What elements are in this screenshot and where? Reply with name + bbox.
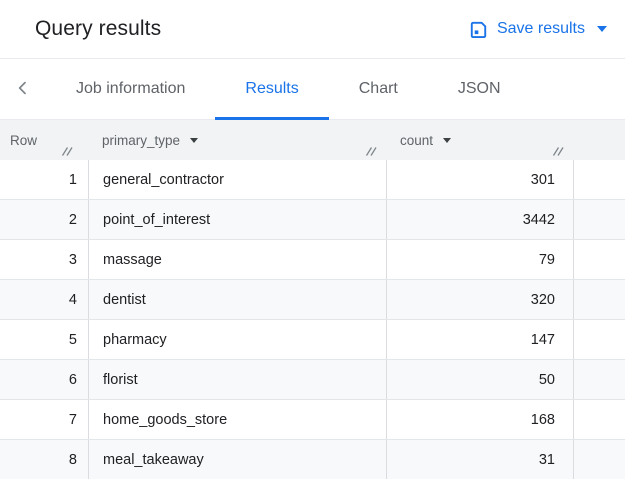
tab-results[interactable]: Results <box>215 59 330 120</box>
count-cell: 79 <box>386 240 573 279</box>
column-resize-handle[interactable] <box>61 146 74 157</box>
count-cell: 301 <box>386 160 573 199</box>
table-row: 8 meal_takeaway 31 <box>0 440 625 479</box>
row-number-cell: 2 <box>68 211 77 228</box>
row-number-cell: 5 <box>68 331 77 348</box>
column-header-filler <box>573 120 625 160</box>
table-row: 5 pharmacy 147 <box>0 320 625 360</box>
row-number-cell: 6 <box>68 371 77 388</box>
filler-cell <box>573 400 625 439</box>
table-row: 2 point_of_interest 3442 <box>0 200 625 240</box>
count-cell: 50 <box>386 360 573 399</box>
primary-type-cell: pharmacy <box>88 320 386 359</box>
tab-label: JSON <box>457 80 501 97</box>
column-label: Row <box>10 132 38 148</box>
column-header-primary-type[interactable]: primary_type <box>88 120 386 160</box>
primary-type-cell: point_of_interest <box>88 200 386 239</box>
tab-job-information[interactable]: Job information <box>46 59 215 119</box>
column-label: count <box>400 132 434 148</box>
save-results-label: Save results <box>496 20 585 37</box>
count-cell: 3442 <box>386 200 573 239</box>
chevron-left-icon <box>15 80 31 99</box>
tab-chart[interactable]: Chart <box>329 59 428 119</box>
count-cell: 320 <box>386 280 573 319</box>
row-number-cell: 4 <box>68 291 77 308</box>
query-results-header: Query results Save results <box>0 0 625 58</box>
filler-cell <box>573 320 625 359</box>
row-number-cell: 8 <box>68 451 77 468</box>
filler-cell <box>573 160 625 199</box>
table-row: 6 florist 50 <box>0 360 625 400</box>
tab-label: Job information <box>76 80 186 97</box>
column-header-count[interactable]: count <box>386 120 573 160</box>
primary-type-cell: florist <box>88 360 386 399</box>
column-dropdown-caret-icon[interactable] <box>190 137 199 143</box>
primary-type-cell: general_contractor <box>88 160 386 199</box>
table-row: 1 general_contractor 301 <box>0 160 625 200</box>
primary-type-cell: massage <box>88 240 386 279</box>
count-cell: 147 <box>386 320 573 359</box>
page-title: Query results <box>35 17 162 40</box>
save-results-button[interactable]: Save results <box>467 16 609 43</box>
column-header-row: Row <box>0 120 88 160</box>
column-dropdown-caret-icon[interactable] <box>443 137 452 143</box>
column-label: primary_type <box>102 132 181 148</box>
filler-cell <box>573 440 625 479</box>
primary-type-cell: dentist <box>88 280 386 319</box>
save-dropdown-caret-icon <box>597 26 607 32</box>
column-resize-handle[interactable] <box>552 146 565 157</box>
count-cell: 31 <box>386 440 573 479</box>
save-icon <box>469 20 488 39</box>
tab-json[interactable]: JSON <box>428 59 531 119</box>
row-number-cell: 7 <box>68 411 77 428</box>
results-table-body: 1 general_contractor 301 2 point_of_inte… <box>0 160 625 479</box>
table-row: 3 massage 79 <box>0 240 625 280</box>
filler-cell <box>573 360 625 399</box>
back-button[interactable] <box>0 59 46 119</box>
tab-label: Chart <box>358 80 398 97</box>
count-cell: 168 <box>386 400 573 439</box>
table-row: 7 home_goods_store 168 <box>0 400 625 440</box>
row-number-cell: 1 <box>68 171 77 188</box>
filler-cell <box>573 240 625 279</box>
filler-cell <box>573 280 625 319</box>
column-resize-handle[interactable] <box>365 146 378 157</box>
filler-cell <box>573 200 625 239</box>
table-header: Row primary_type count <box>0 120 625 160</box>
results-tabbar: Job information Results Chart JSON <box>0 58 625 120</box>
primary-type-cell: home_goods_store <box>88 400 386 439</box>
row-number-cell: 3 <box>68 251 77 268</box>
primary-type-cell: meal_takeaway <box>88 440 386 479</box>
tab-label: Results <box>245 80 299 97</box>
table-row: 4 dentist 320 <box>0 280 625 320</box>
